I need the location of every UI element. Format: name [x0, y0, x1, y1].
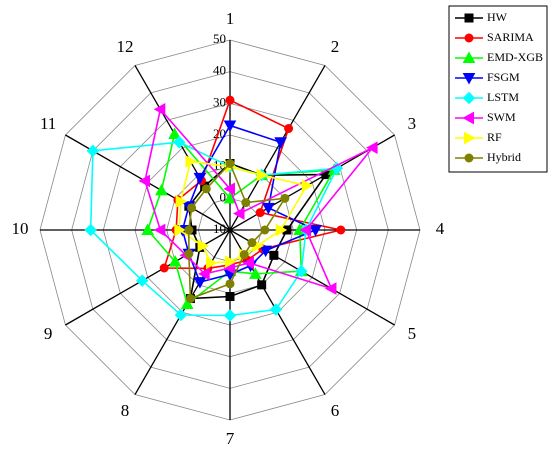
marker [197, 239, 210, 253]
marker [321, 170, 331, 180]
marker [256, 168, 269, 182]
marker [295, 264, 308, 278]
marker [324, 282, 337, 295]
axis-label: 6 [331, 401, 340, 420]
axis-label: 5 [408, 324, 417, 343]
legend-marker [462, 91, 476, 105]
marker [274, 137, 288, 149]
marker [206, 256, 218, 270]
axis-label: 7 [226, 429, 235, 448]
marker [247, 238, 257, 248]
marker [269, 303, 283, 316]
marker [280, 193, 290, 203]
marker [242, 256, 254, 270]
marker [138, 174, 150, 188]
marker [248, 267, 262, 279]
marker [309, 225, 322, 237]
legend-label: EMD-XGB [487, 50, 543, 64]
marker [185, 155, 197, 168]
marker [185, 294, 195, 304]
axis-label: 4 [436, 219, 445, 238]
marker [223, 120, 237, 133]
legend-marker [464, 153, 474, 163]
r-tick-label: 40 [213, 63, 226, 78]
marker [187, 203, 197, 213]
marker [259, 245, 272, 258]
marker [223, 309, 237, 322]
marker [141, 223, 155, 235]
marker [269, 250, 279, 260]
legend-marker [462, 111, 474, 125]
marker [366, 141, 378, 155]
marker [184, 225, 194, 235]
marker [193, 277, 207, 289]
marker [225, 95, 235, 105]
axis-label: 2 [331, 37, 340, 56]
marker [136, 274, 149, 287]
marker [336, 225, 346, 235]
marker [193, 172, 207, 185]
legend-label: FSGM [487, 70, 520, 84]
marker [257, 280, 267, 290]
marker [301, 179, 314, 193]
legend-label: SARIMA [487, 30, 534, 44]
marker [299, 223, 311, 237]
marker [168, 127, 181, 140]
marker [284, 124, 294, 134]
legend-marker [464, 33, 474, 43]
marker [155, 183, 168, 196]
marker [225, 255, 237, 269]
axis-label: 1 [226, 9, 235, 28]
spoke [134, 65, 231, 231]
marker [198, 267, 210, 281]
legend-label: LSTM [487, 90, 519, 104]
r-tick-label: 0 [220, 189, 227, 204]
marker [153, 223, 166, 237]
axis-label: 11 [40, 114, 56, 133]
legend-label: HW [487, 10, 508, 24]
r-tick-label: -10 [209, 221, 226, 236]
marker [225, 292, 235, 301]
legend-marker [464, 131, 476, 145]
marker [174, 308, 188, 322]
r-tick-label: 50 [213, 31, 226, 46]
marker [255, 208, 265, 218]
legend-label: RF [487, 130, 502, 144]
marker [275, 223, 288, 237]
marker [84, 223, 97, 237]
axis-label: 3 [408, 114, 417, 133]
series-line [146, 132, 336, 306]
marker [260, 225, 270, 235]
marker [262, 202, 275, 215]
marker [173, 136, 186, 149]
marker [225, 159, 235, 168]
axis-label: 12 [117, 37, 134, 56]
axis-label: 9 [44, 324, 53, 343]
axis-label: 8 [121, 401, 130, 420]
marker [232, 207, 245, 220]
legend-marker [462, 51, 476, 63]
legend-box [448, 5, 548, 173]
r-tick-label: 30 [213, 94, 226, 109]
legend-marker [462, 73, 476, 85]
axis-label: 10 [12, 219, 29, 238]
legend-label: Hybrid [487, 150, 521, 164]
marker [180, 297, 194, 310]
marker [223, 182, 235, 196]
marker [239, 250, 249, 260]
marker [168, 255, 182, 267]
marker [153, 102, 166, 116]
legend-marker [464, 13, 474, 23]
marker [159, 263, 169, 273]
marker [174, 223, 186, 237]
marker [225, 279, 235, 289]
marker [86, 144, 100, 158]
marker [201, 184, 211, 194]
marker [241, 198, 251, 208]
marker [184, 249, 194, 259]
legend-label: SWM [487, 110, 516, 124]
marker [175, 195, 188, 208]
